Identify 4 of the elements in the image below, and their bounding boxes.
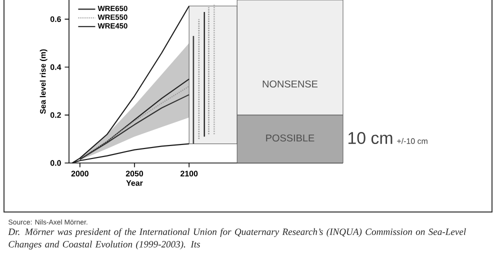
annotation: NONSENSE — [262, 80, 318, 88]
text: 10 cm — [348, 132, 392, 144]
annotation: POSSIBLE — [266, 134, 314, 142]
text: Dr. Mörner was president of the International Union for Quaternary Research’s (INQUA) Commission on Sea-Level Changes and Coastal Evolution (1999-2003). Its — [8, 228, 466, 250]
